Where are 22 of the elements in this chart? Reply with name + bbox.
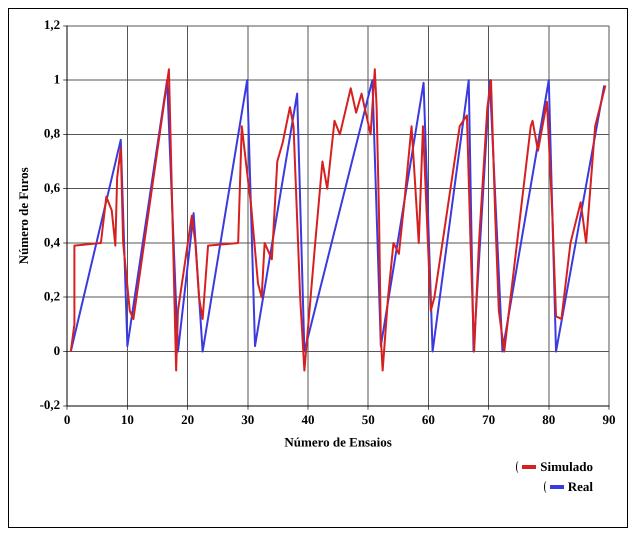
x-tick-label: 50 [362,412,375,427]
x-tick-label: 60 [422,412,435,427]
y-tick-label: 0,6 [44,180,61,196]
x-tick-label: 80 [542,412,556,427]
y-tick-label: 0 [54,342,60,358]
y-tick-label: 1,2 [44,17,60,32]
y-axis-title: Número de Furos [16,167,32,264]
x-tick-label: 30 [241,412,254,427]
x-tick-label: 40 [301,412,314,427]
y-tick-label: 0,4 [44,234,61,250]
x-tick-label: 90 [602,412,616,427]
legend-label: Simulado [540,459,593,475]
x-tick-label: 0 [64,412,70,427]
x-tick-label: 10 [120,412,134,427]
x-tick-label: 20 [181,412,194,427]
x-axis-title: Número de Ensaios [284,434,392,450]
y-tick-label: 0,2 [44,288,60,304]
y-tick-label: -0,2 [40,397,60,412]
y-tick-label: 1 [54,71,60,86]
y-tick-label: 0,8 [44,126,61,141]
legend-label: Real [568,479,593,495]
x-tick-label: 70 [482,412,496,427]
